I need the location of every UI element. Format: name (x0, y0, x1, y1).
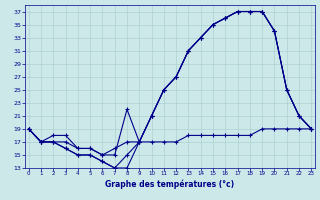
X-axis label: Graphe des températures (°c): Graphe des températures (°c) (105, 179, 235, 189)
